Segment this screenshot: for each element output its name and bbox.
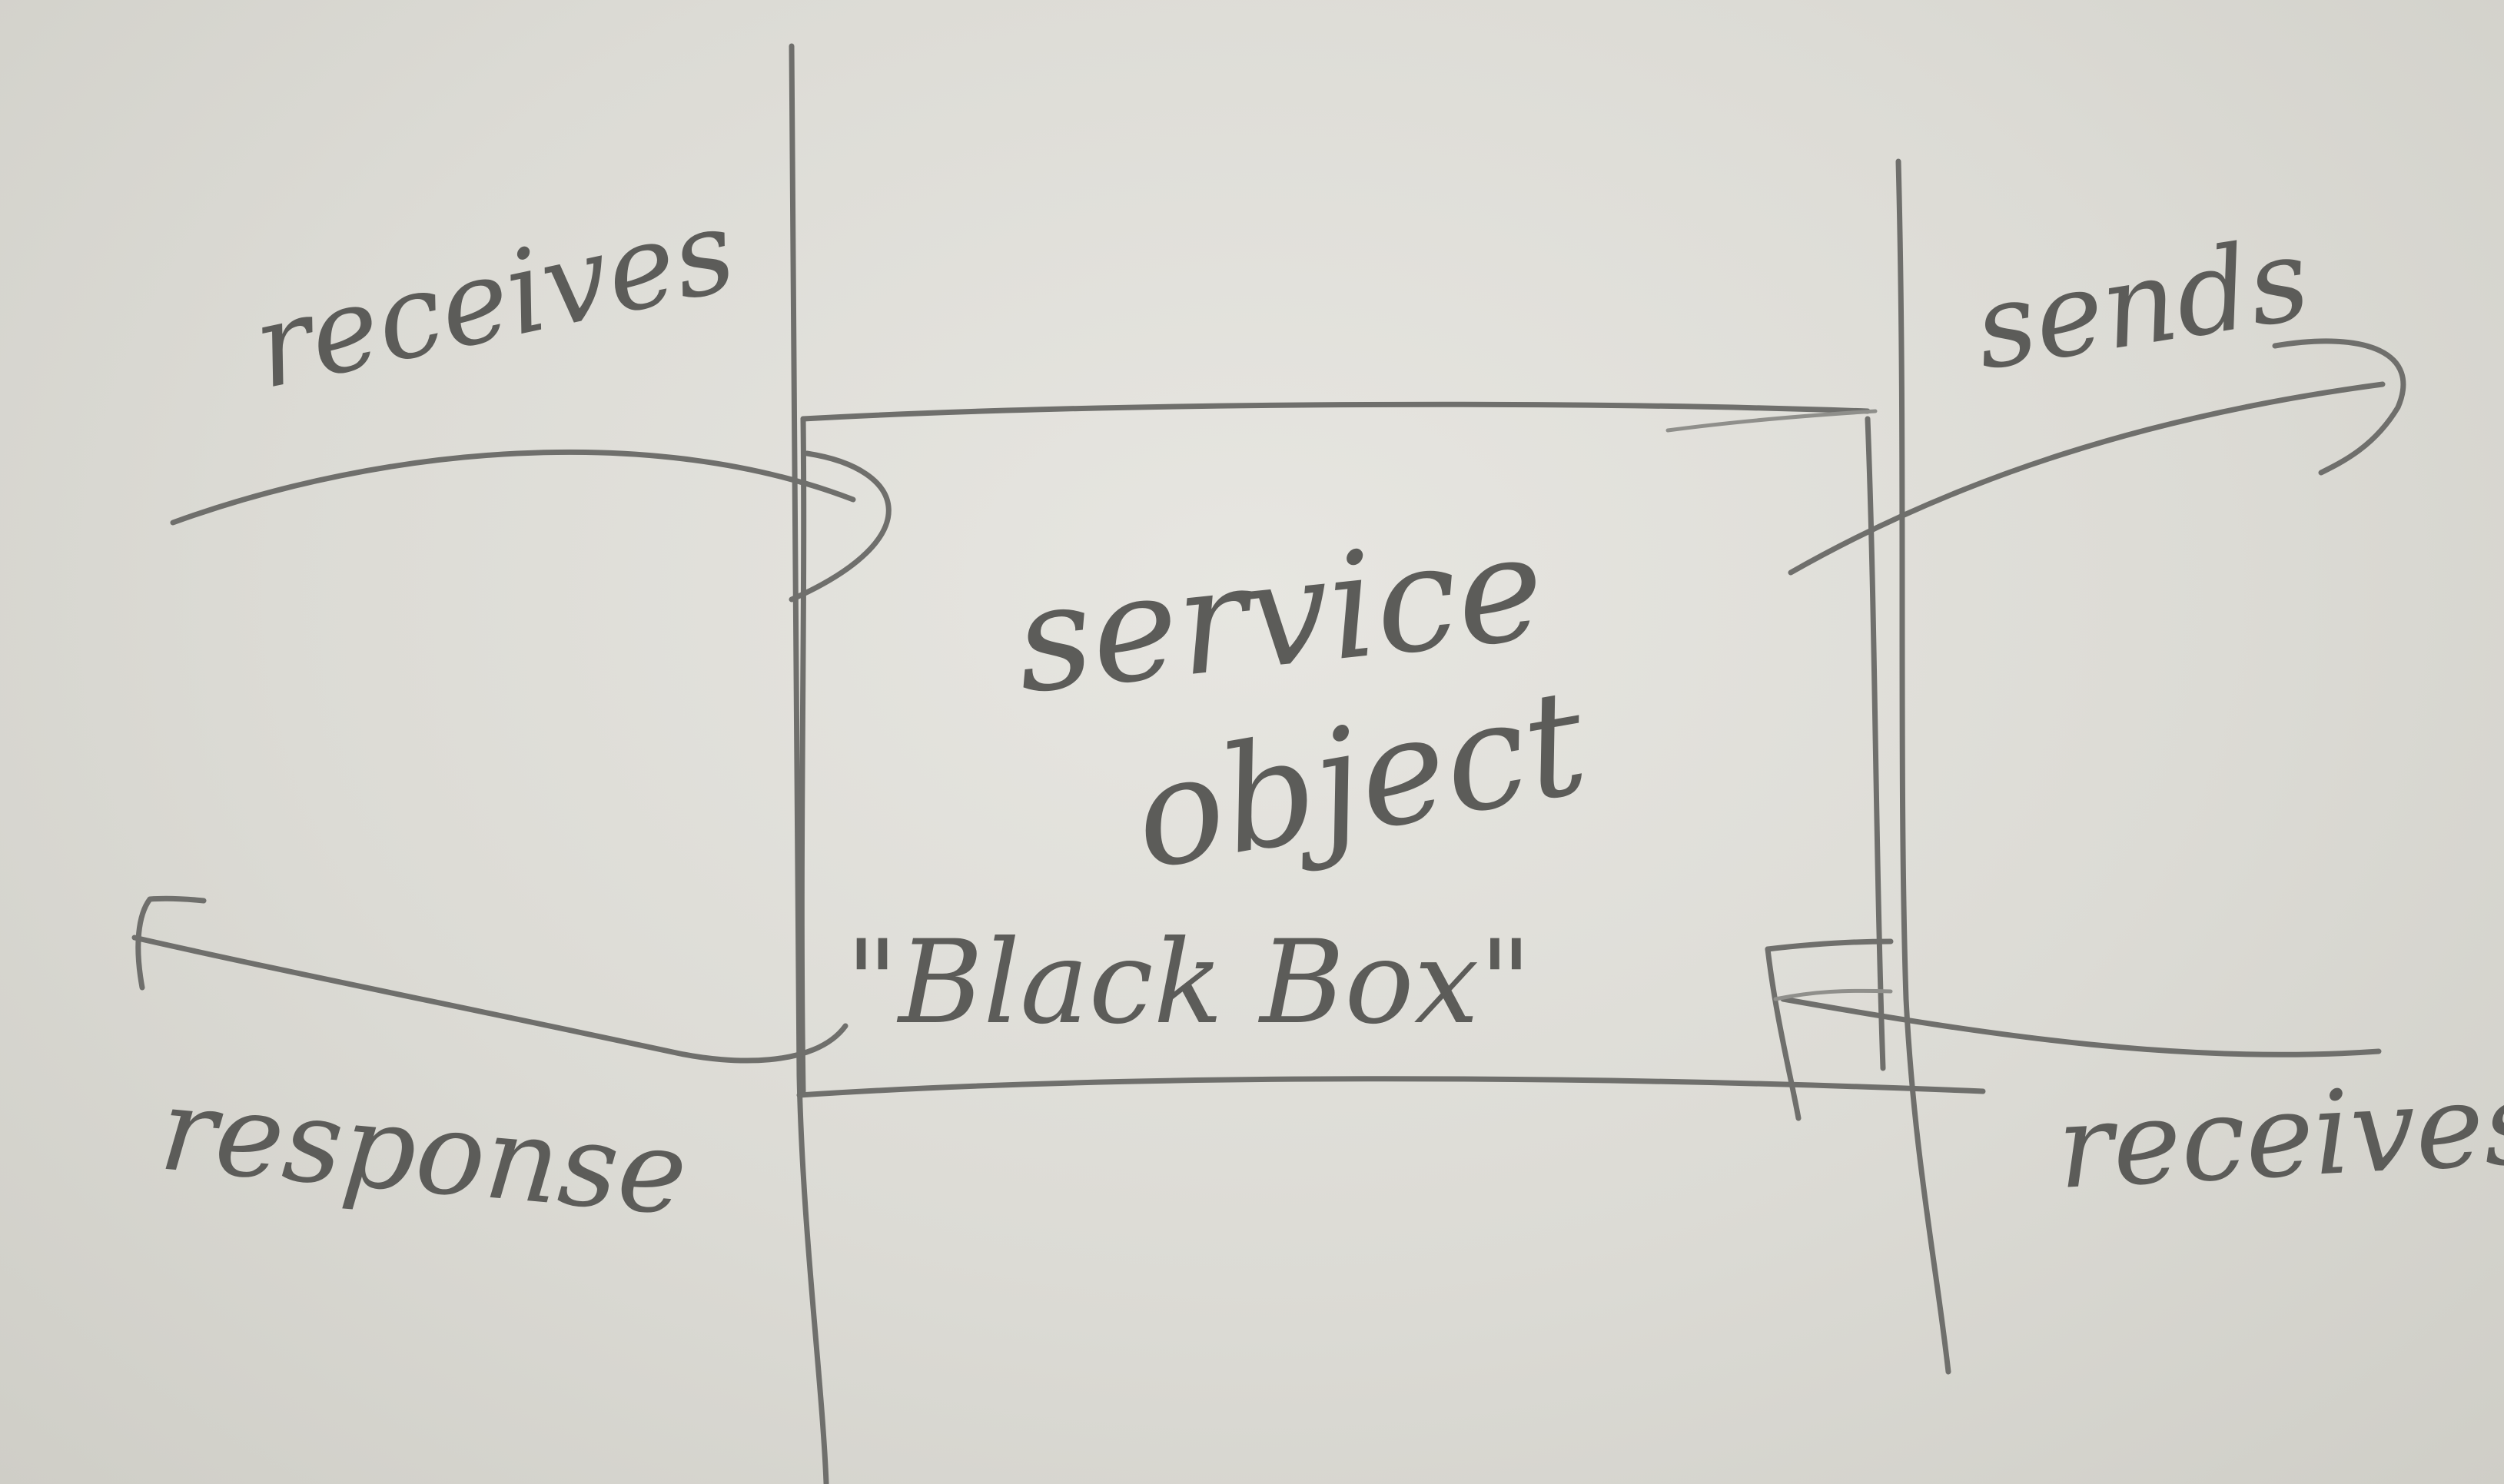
left-boundary-line	[789, 43, 829, 1484]
incoming-request-arrow	[170, 449, 892, 603]
sends-label: sends	[1966, 212, 2317, 397]
receives-out-label: receives	[2054, 1056, 2504, 1215]
right-boundary-line	[1895, 158, 1951, 1375]
outgoing-send-arrow	[1788, 338, 2406, 576]
incoming-response-arrow	[1765, 938, 2382, 1121]
response-label: response	[155, 1063, 692, 1242]
receives-in-label: receives	[243, 184, 746, 416]
box-caption: "Black Box"	[845, 916, 1532, 1050]
service-object-box	[796, 401, 1986, 1098]
response-arrow	[131, 895, 849, 1064]
